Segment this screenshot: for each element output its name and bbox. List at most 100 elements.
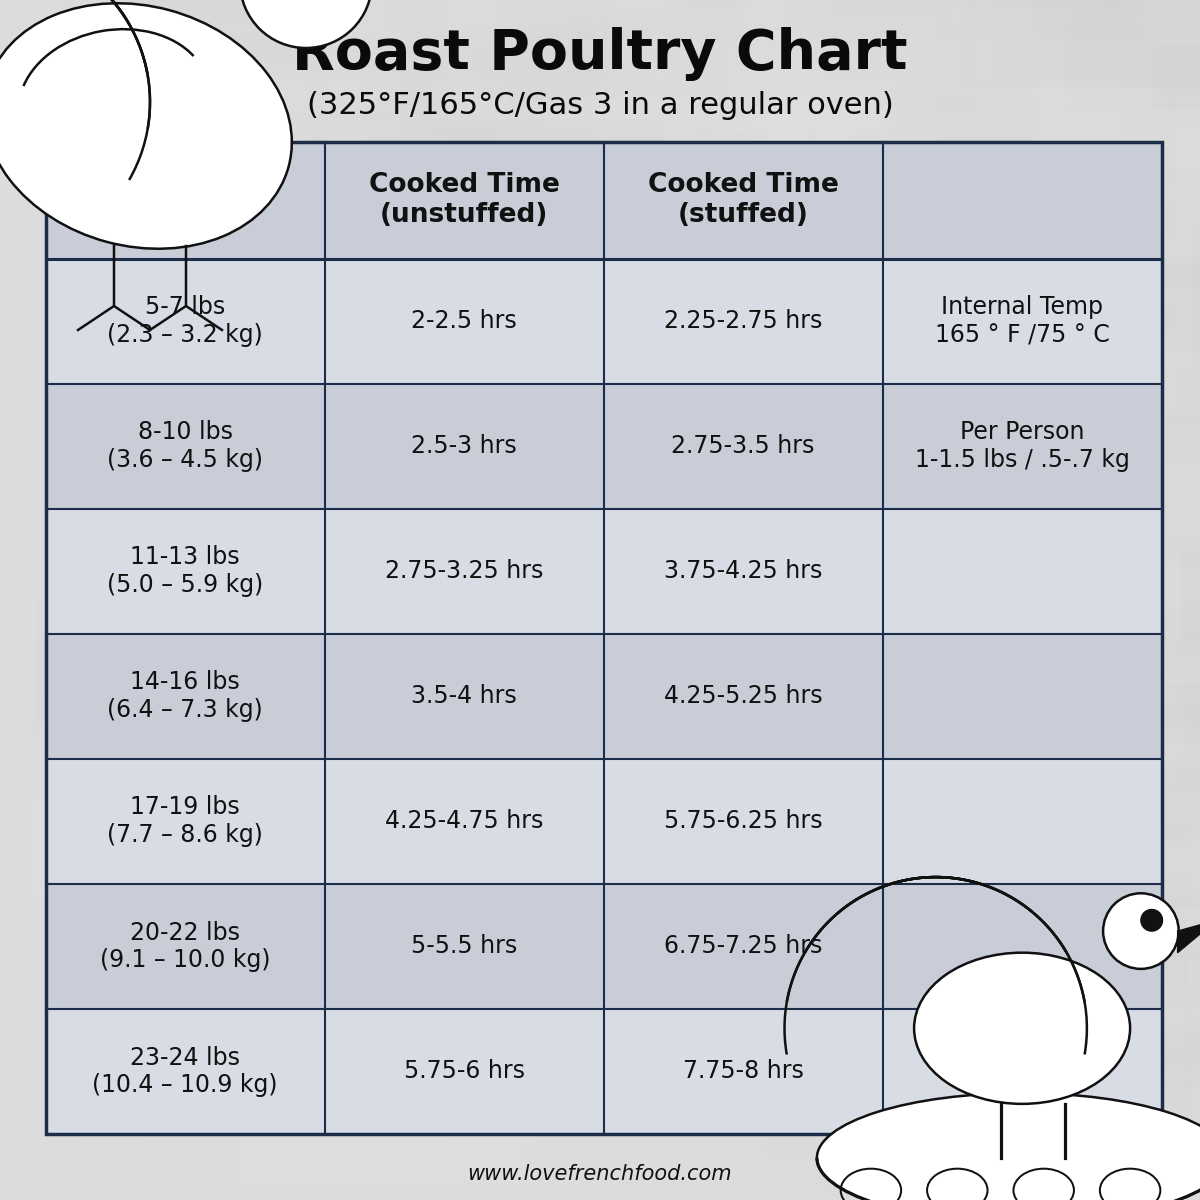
Bar [806,622,1103,776]
Bar [727,0,890,73]
Bar [1032,684,1200,746]
Bar [574,150,904,287]
Bar [820,968,1168,1021]
Bar [659,602,907,683]
Bar [938,22,1033,160]
Bar [448,473,589,522]
Bar [508,280,847,456]
Bar [308,156,520,298]
Bar [1144,257,1200,419]
Bar [59,414,265,478]
Bar [1027,1034,1200,1106]
Bar [30,779,317,958]
Bar [319,826,456,871]
Bar [1105,713,1180,791]
Bar [1032,0,1153,80]
Bar [1102,0,1200,19]
Bar [1048,842,1174,970]
Bar [355,612,536,755]
Bar [200,1036,287,1172]
Text: 14-16 lbs
(6.4 – 7.3 kg): 14-16 lbs (6.4 – 7.3 kg) [107,671,263,722]
Bar [54,497,402,623]
Bar [1115,943,1200,1087]
Bar [146,468,412,494]
Bar [449,529,704,689]
Bar [946,264,1200,442]
Bar [383,202,581,329]
Bar [809,694,890,792]
Bar [868,622,992,733]
Text: 3.5-4 hrs: 3.5-4 hrs [412,684,517,708]
Bar [185,205,468,380]
Bar [479,48,727,100]
Bar [852,330,1135,437]
Bar [263,404,604,581]
Bar [743,847,1034,1004]
Bar [888,954,1166,1110]
Bar [46,884,1162,1009]
Bar [502,904,799,1058]
Bar [1004,944,1200,1073]
Bar [618,844,959,893]
Bar [690,0,960,2]
Bar [439,676,613,808]
Bar [13,900,230,949]
Bar [896,85,1038,126]
Bar [377,154,586,196]
Bar [1176,346,1200,466]
Bar [130,71,258,101]
Bar [304,372,392,492]
Text: 23-24 lbs
(10.4 – 10.9 kg): 23-24 lbs (10.4 – 10.9 kg) [92,1045,278,1097]
Bar [340,380,637,527]
Bar [563,853,678,1019]
Bar [1103,478,1200,655]
Bar [151,0,355,58]
Bar [59,712,276,751]
Bar [390,0,610,109]
Bar [721,883,890,1056]
Bar [942,1025,1034,1178]
Bar [1020,374,1200,463]
Bar [235,652,529,828]
Bar [185,857,332,962]
Text: Per Person
1-1.5 lbs / .5-.7 kg: Per Person 1-1.5 lbs / .5-.7 kg [914,420,1129,472]
Bar [590,426,830,565]
Bar [238,78,494,107]
Bar [1188,958,1200,1111]
Bar [518,248,798,277]
Bar [554,528,678,574]
Bar [1075,529,1200,679]
Bar [46,509,1162,634]
Bar [784,0,1144,10]
Bar [1194,226,1200,390]
Bar [671,743,740,835]
Bar [596,382,946,557]
Bar [842,349,1098,422]
Bar [491,380,832,478]
Bar [362,406,530,444]
Circle shape [1141,910,1163,931]
Bar [1135,706,1200,839]
Bar [26,492,190,582]
Bar [1020,684,1200,791]
Bar [902,388,1048,551]
Bar [544,90,700,188]
Bar [294,844,636,1007]
Text: 17-19 lbs
(7.7 – 8.6 kg): 17-19 lbs (7.7 – 8.6 kg) [107,796,263,847]
Bar [274,1068,594,1139]
Bar [998,166,1175,234]
Bar [940,1000,1145,1100]
Bar [578,404,932,523]
Text: 2.75-3.5 hrs: 2.75-3.5 hrs [672,434,815,458]
Bar [178,492,359,590]
Bar [330,98,446,136]
Bar [1154,44,1200,109]
Bar [77,65,326,206]
Bar [474,193,808,256]
Bar [1183,554,1200,642]
Bar [455,442,737,580]
Bar [232,960,552,1076]
Bar [595,494,658,641]
Bar [900,754,997,785]
Bar [503,0,742,41]
